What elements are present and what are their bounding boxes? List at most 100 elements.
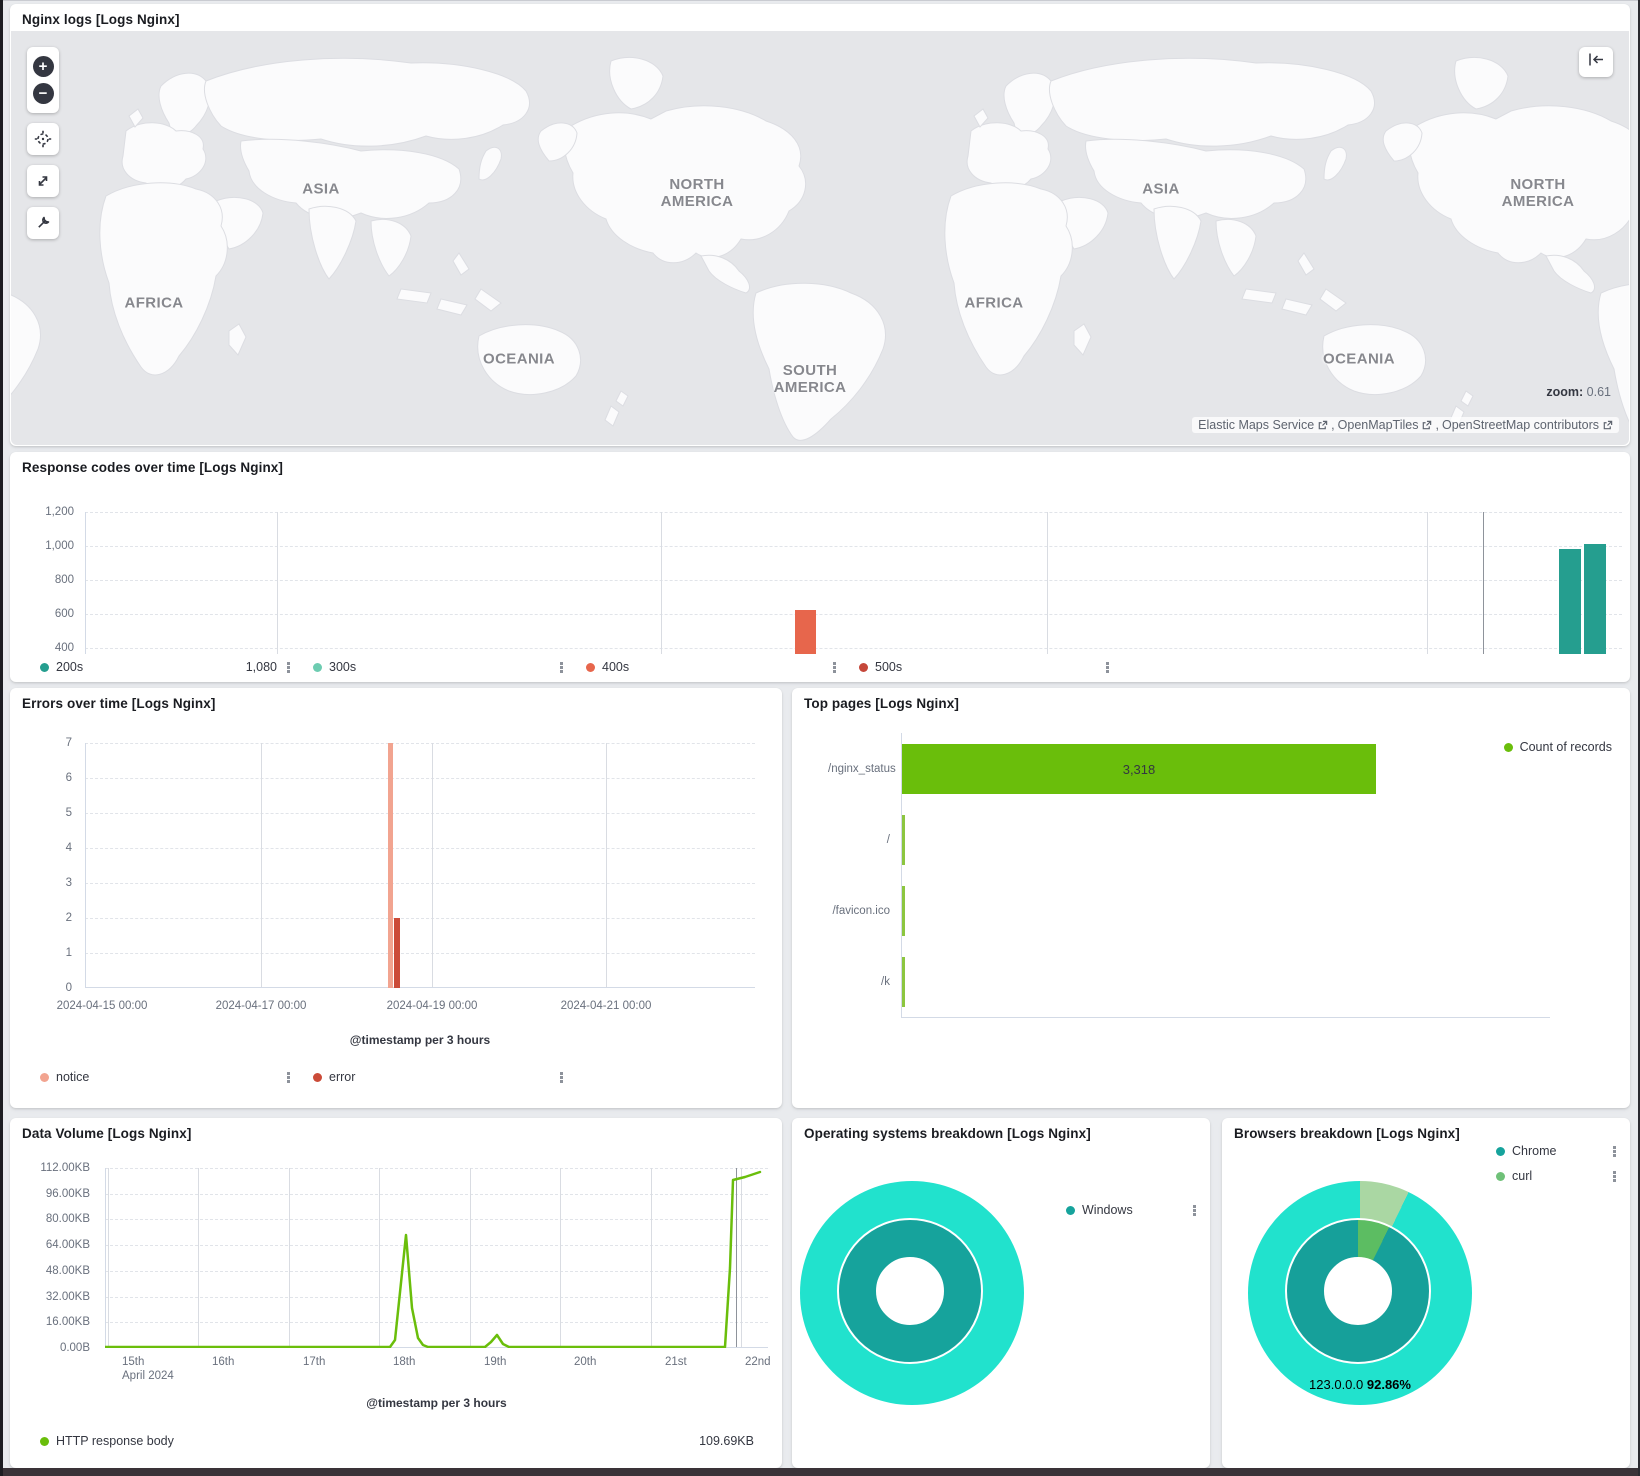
- panel-title[interactable]: Browsers breakdown [Logs Nginx]: [1234, 1126, 1460, 1141]
- data-volume-line[interactable]: [105, 1168, 768, 1348]
- map-label-north-america: NORTH AMERICA: [660, 176, 734, 210]
- bar-k[interactable]: [902, 957, 905, 1007]
- gridline: [85, 648, 1622, 649]
- legend-item-400s[interactable]: 400s: [586, 660, 836, 674]
- legend-label: curl: [1512, 1169, 1533, 1183]
- map-tools-button[interactable]: [27, 207, 59, 239]
- legend-actions-icon[interactable]: [833, 661, 836, 674]
- data-volume-plot: [105, 1168, 768, 1348]
- os-donut-outer-ring[interactable]: [800, 1181, 1024, 1405]
- donut-slice-label: 123.0.0.0 92.86%: [1309, 1377, 1411, 1392]
- legend-label: 200s: [56, 660, 84, 674]
- panel-errors-over-time: Errors over time [Logs Nginx] 7 6 5 4 3 …: [10, 688, 782, 1108]
- map-label-oceania-2: OCEANIA: [1323, 350, 1395, 368]
- map-zoom-out-button[interactable]: −: [32, 83, 54, 104]
- bar-error[interactable]: [394, 918, 400, 988]
- x-subtick: April 2024: [122, 1370, 174, 1382]
- legend-item-200s[interactable]: 200s 1,080: [40, 660, 290, 674]
- legend-item-http-response-body[interactable]: HTTP response body 109.69KB: [40, 1434, 754, 1448]
- bar-200s[interactable]: [1559, 549, 1581, 654]
- y-tick: 6: [65, 772, 72, 784]
- panel-title[interactable]: Data Volume [Logs Nginx]: [22, 1126, 192, 1141]
- map-locate-button[interactable]: [27, 123, 59, 155]
- legend-item-windows[interactable]: Windows: [1066, 1203, 1196, 1217]
- legend-item-500s[interactable]: 500s: [859, 660, 1109, 674]
- map-label-asia-2: ASIA: [1142, 180, 1180, 198]
- gridline: [85, 546, 1622, 547]
- y-tick: 1,200: [45, 506, 74, 518]
- window-frame-top: [0, 0, 1640, 1]
- gridline: [105, 1245, 768, 1246]
- x-tick: 15th: [122, 1356, 145, 1368]
- y-tick: 32.00KB: [45, 1291, 90, 1303]
- legend-item-error[interactable]: error: [313, 1070, 563, 1084]
- legend-actions-icon[interactable]: [1613, 1145, 1616, 1158]
- y-axis-line: [85, 512, 86, 654]
- legend-item-chrome[interactable]: Chrome: [1496, 1144, 1616, 1158]
- y-tick: 48.00KB: [45, 1265, 90, 1277]
- y-tick: 5: [65, 807, 72, 819]
- panel-title[interactable]: Top pages [Logs Nginx]: [804, 696, 959, 711]
- legend-actions-icon[interactable]: [1193, 1204, 1196, 1217]
- legend-value: 1,080: [245, 660, 277, 674]
- legend-actions-icon[interactable]: [1106, 661, 1109, 674]
- map-zoom-in-button[interactable]: +: [32, 56, 54, 77]
- donut-hole: [1324, 1257, 1392, 1325]
- gridline: [105, 1271, 768, 1272]
- attribution-link-openmaptiles[interactable]: OpenMapTiles: [1337, 418, 1419, 432]
- gridline: [105, 1297, 768, 1298]
- legend-label: Count of records: [1519, 740, 1612, 754]
- gridline: [1427, 512, 1428, 654]
- gridline: [560, 1168, 561, 1348]
- legend-item-count-of-records[interactable]: Count of records: [1503, 740, 1612, 754]
- legend-actions-icon[interactable]: [287, 1071, 290, 1084]
- legend-actions-icon[interactable]: [560, 661, 563, 674]
- legend-label: notice: [56, 1070, 90, 1084]
- attribution-link-osm[interactable]: OpenStreetMap contributors: [1441, 418, 1599, 432]
- legend-item-curl[interactable]: curl: [1496, 1169, 1616, 1183]
- gridline: [651, 1168, 652, 1348]
- response-codes-plot: [85, 512, 1622, 654]
- bar-root[interactable]: [902, 815, 905, 865]
- y-tick: 7: [65, 737, 72, 749]
- category-label: /: [886, 834, 890, 846]
- x-axis-title: @timestamp per 3 hours: [366, 1396, 507, 1410]
- x-tick: 2024-04-17 00:00: [215, 1000, 307, 1012]
- bar-nginx-status[interactable]: 3,318: [902, 744, 1376, 794]
- panel-title[interactable]: Operating systems breakdown [Logs Nginx]: [804, 1126, 1091, 1141]
- current-time-marker: [1483, 512, 1484, 654]
- map-legend-collapse-button[interactable]: [1579, 47, 1613, 77]
- bar-400s[interactable]: [795, 610, 816, 654]
- map-label-africa-2: AFRICA: [964, 294, 1024, 312]
- y-tick: 0.00B: [59, 1342, 90, 1354]
- gridline: [85, 953, 755, 954]
- world-map[interactable]: ASIA NORTH AMERICA AFRICA OCEANIA SOUTH …: [11, 31, 1629, 445]
- category-label: /nginx_status: [828, 763, 896, 775]
- y-tick: 1: [65, 947, 72, 959]
- panel-title[interactable]: Response codes over time [Logs Nginx]: [22, 460, 284, 475]
- y-tick: 64.00KB: [45, 1239, 90, 1251]
- current-time-marker: [736, 1168, 737, 1348]
- bar-favicon[interactable]: [902, 886, 905, 936]
- gridline: [1047, 512, 1048, 654]
- legend-item-300s[interactable]: 300s: [313, 660, 563, 674]
- gridline: [105, 1168, 768, 1169]
- legend-dot: [1496, 1171, 1505, 1181]
- bar-notice[interactable]: [388, 743, 393, 988]
- attribution-link-elastic-maps[interactable]: Elastic Maps Service: [1198, 418, 1315, 432]
- donut-hole: [876, 1257, 944, 1325]
- gridline: [85, 883, 755, 884]
- bar-200s[interactable]: [1584, 544, 1606, 654]
- x-tick: 22nd: [745, 1356, 771, 1368]
- gridline: [85, 778, 755, 779]
- legend-actions-icon[interactable]: [287, 661, 290, 674]
- browsers-donut-outer-ring[interactable]: [1248, 1181, 1472, 1405]
- x-tick: 2024-04-15 00:00: [56, 1000, 148, 1012]
- panel-title[interactable]: Nginx logs [Logs Nginx]: [22, 12, 180, 27]
- map-fit-to-data-button[interactable]: [27, 165, 59, 197]
- legend-item-notice[interactable]: notice: [40, 1070, 290, 1084]
- gridline: [108, 1168, 109, 1348]
- panel-title[interactable]: Errors over time [Logs Nginx]: [22, 696, 216, 711]
- legend-actions-icon[interactable]: [1613, 1170, 1616, 1183]
- legend-actions-icon[interactable]: [560, 1071, 563, 1084]
